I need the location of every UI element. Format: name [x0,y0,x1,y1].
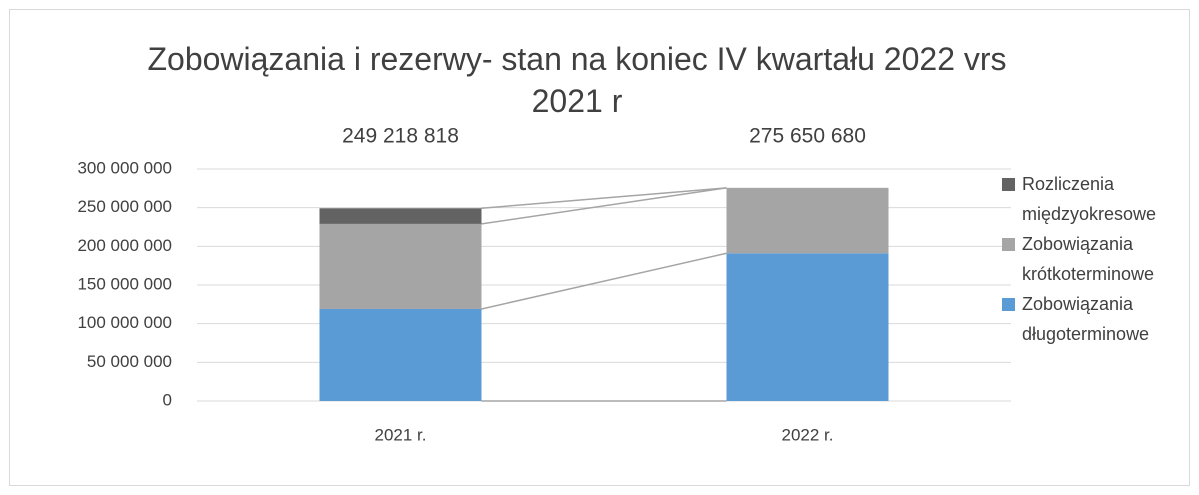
series-line [481,187,727,210]
y-tick-label: 200 000 000 [77,236,172,255]
total-label: 275 650 680 [749,125,866,148]
y-tick-label: 100 000 000 [77,313,172,332]
bar-segment [726,187,889,254]
y-tick-label: 150 000 000 [77,274,172,293]
y-tick-label: 50 000 000 [87,352,172,371]
chart-title: Zobowiązania i rezerwy- stan na koniec I… [147,41,1006,119]
legend-label: Zobowiązania krótkoterminowe [1022,234,1155,284]
x-tick-label: 2022 r. [782,425,834,444]
bar-segment [319,223,482,309]
legend-swatch [1002,238,1015,251]
y-tick-label: 0 [163,390,172,409]
series-line [481,252,727,310]
y-tick-label: 250 000 000 [77,197,172,216]
bar-segment [319,308,482,401]
legend-label: Rozliczenia międzyokresowe [1022,174,1157,224]
chart-border [9,9,1190,486]
y-tick-label: 300 000 000 [77,158,172,177]
legend-swatch [1002,298,1015,311]
bar-segment [726,253,889,401]
total-label: 249 218 818 [342,125,459,148]
x-tick-label: 2021 r. [375,425,427,444]
series-line [481,187,727,225]
legend-swatch [1002,178,1015,191]
bar-segment [319,208,482,224]
legend-label: Zobowiązania długoterminowe [1022,294,1150,344]
